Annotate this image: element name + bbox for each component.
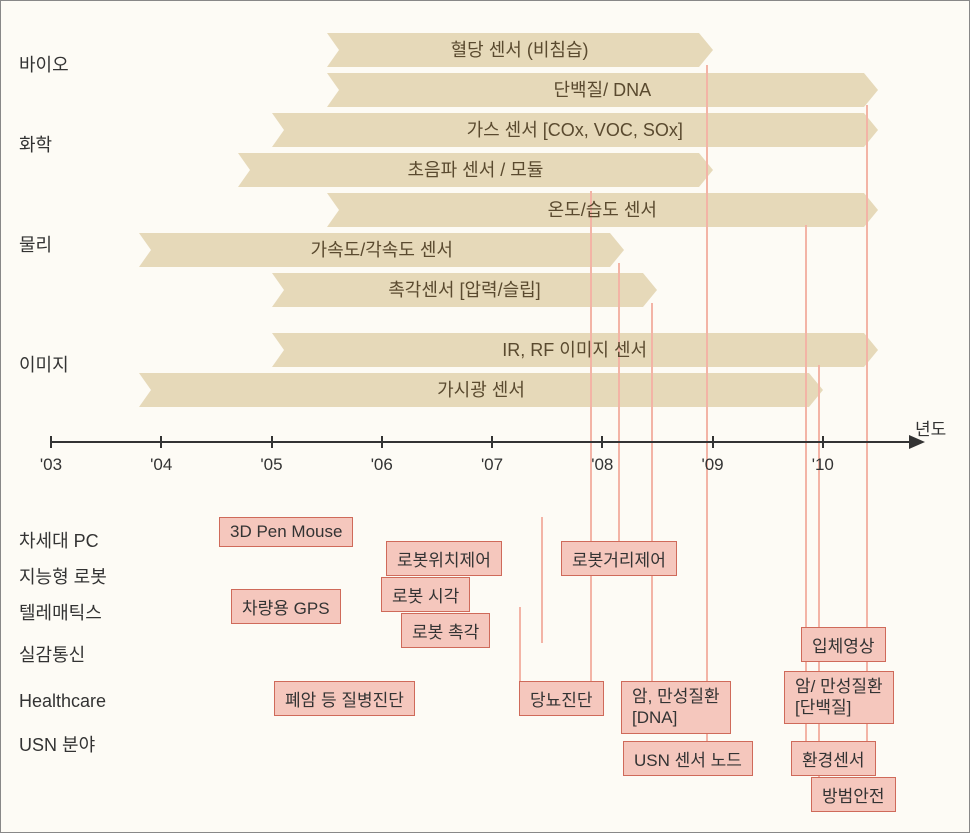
connector-line <box>651 303 653 713</box>
application-box: 폐암 등 질병진단 <box>274 681 415 716</box>
category-label: 바이오 <box>1 51 149 77</box>
x-axis-tick <box>160 436 162 448</box>
connector-line <box>706 65 708 773</box>
timeline-bar: 혈당 센서 (비침습) <box>327 33 713 67</box>
timeline-bar-label: 혈당 센서 (비침습) <box>451 40 589 60</box>
application-box: USN 센서 노드 <box>623 741 753 776</box>
timeline-bar: 가스 센서 [COx, VOC, SOx] <box>272 113 878 147</box>
x-axis-tick <box>822 436 824 448</box>
application-box: 로봇거리제어 <box>561 541 677 576</box>
application-box: 차량용 GPS <box>231 589 341 624</box>
application-box: 당뇨진단 <box>519 681 604 716</box>
x-axis-tick <box>491 436 493 448</box>
application-box: 로봇 촉각 <box>401 613 490 648</box>
x-axis-tick-label: '07 <box>481 455 503 475</box>
application-category-label: 실감통신 <box>1 641 149 667</box>
x-axis-tick <box>50 436 52 448</box>
application-box: 로봇위치제어 <box>386 541 502 576</box>
timeline-bar-label: IR, RF 이미지 센서 <box>502 340 647 360</box>
timeline-bar-label: 촉각센서 [압력/슬립] <box>388 280 540 300</box>
x-axis-tick <box>381 436 383 448</box>
timeline-bar-label: 단백질/ DNA <box>553 80 651 100</box>
roadmap-diagram: 바이오화학물리이미지 혈당 센서 (비침습) 단백질/ DNA 가스 센서 [COx,… <box>0 0 970 833</box>
timeline-bar-label: 온도/습도 센서 <box>548 200 657 220</box>
category-label: 이미지 <box>1 351 149 377</box>
application-box: 암/ 만성질환 [단백질] <box>784 671 894 724</box>
application-category-label: 지능형 로봇 <box>1 563 149 589</box>
application-box: 로봇 시각 <box>381 577 470 612</box>
x-axis-tick-label: '03 <box>40 455 62 475</box>
timeline-bar: 초음파 센서 / 모듈 <box>238 153 712 187</box>
timeline-bar: 촉각센서 [압력/슬립] <box>272 273 658 307</box>
x-axis-tick <box>712 436 714 448</box>
timeline-bar: 온도/습도 센서 <box>327 193 878 227</box>
x-axis-tick-label: '09 <box>701 455 723 475</box>
application-category-label: 텔레매틱스 <box>1 599 149 625</box>
timeline-bar: 가속도/각속도 센서 <box>139 233 624 267</box>
timeline-bar-label: 초음파 센서 / 모듈 <box>408 160 544 180</box>
application-box: 3D Pen Mouse <box>219 517 353 547</box>
x-axis-tick-label: '04 <box>150 455 172 475</box>
timeline-bar-label: 가스 센서 [COx, VOC, SOx] <box>467 120 683 140</box>
timeline-bar: IR, RF 이미지 센서 <box>272 333 878 367</box>
application-box: 암, 만성질환 [DNA] <box>621 681 731 734</box>
x-axis-tick-label: '10 <box>812 455 834 475</box>
timeline-bar-label: 가시광 센서 <box>437 380 525 400</box>
category-label: 물리 <box>1 231 149 257</box>
x-axis <box>51 441 911 443</box>
application-box: 환경센서 <box>791 741 876 776</box>
application-box: 방범안전 <box>811 777 896 812</box>
connector-line <box>541 517 543 643</box>
x-axis-title: 년도 <box>915 415 946 440</box>
application-category-label: 차세대 PC <box>1 527 149 553</box>
connector-line <box>590 191 592 713</box>
application-category-label: Healthcare <box>1 691 149 712</box>
timeline-bar-label: 가속도/각속도 센서 <box>311 240 453 260</box>
timeline-bar: 단백질/ DNA <box>327 73 878 107</box>
category-label: 화학 <box>1 131 149 157</box>
x-axis-tick-label: '06 <box>371 455 393 475</box>
application-category-label: USN 분야 <box>1 731 149 757</box>
x-axis-tick-label: '05 <box>260 455 282 475</box>
x-axis-tick-label: '08 <box>591 455 613 475</box>
x-axis-tick <box>601 436 603 448</box>
x-axis-tick <box>271 436 273 448</box>
connector-line <box>618 263 620 543</box>
application-box: 입체영상 <box>801 627 886 662</box>
timeline-bar: 가시광 센서 <box>139 373 823 407</box>
